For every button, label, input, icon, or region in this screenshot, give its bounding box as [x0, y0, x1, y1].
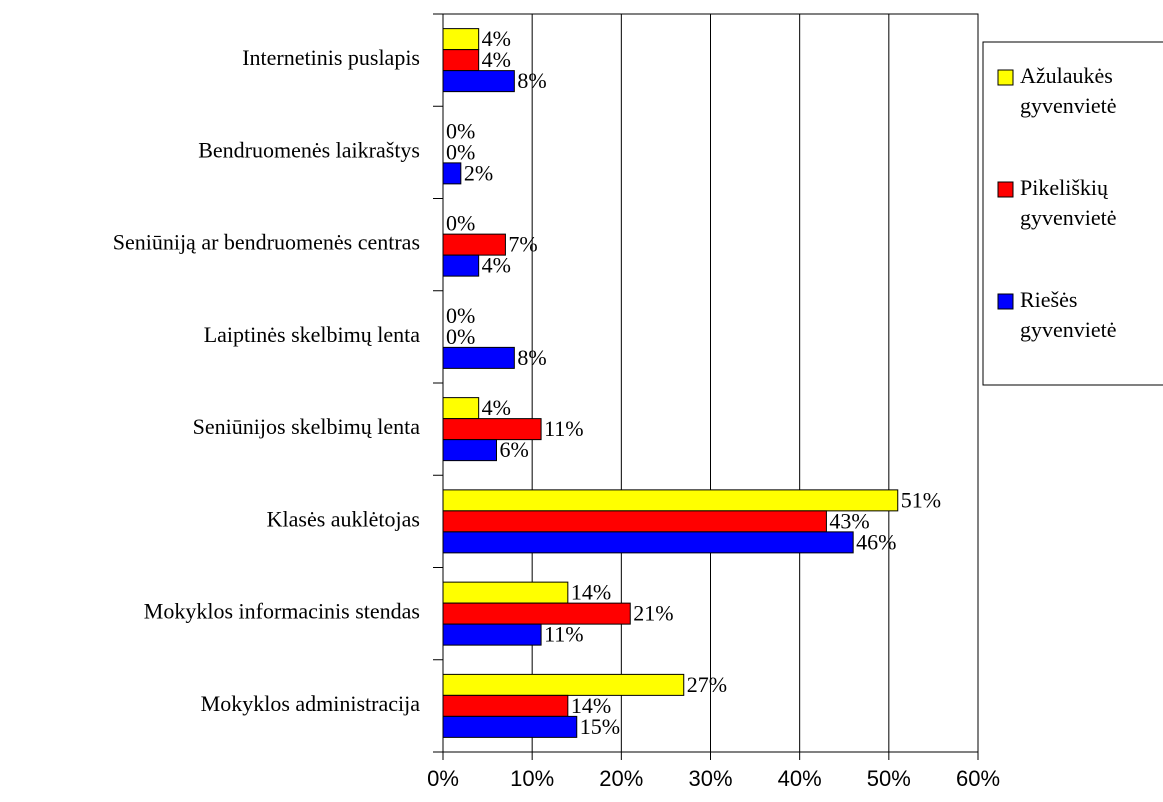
value-label: 4%	[482, 253, 511, 278]
value-label: 4%	[482, 395, 511, 420]
x-tick-label: 20%	[599, 766, 643, 791]
y-tick-label: Internetinis puslapis	[242, 45, 420, 70]
value-label: 7%	[508, 232, 537, 257]
y-tick-label: Laiptinės skelbimų lenta	[204, 322, 421, 347]
value-label: 51%	[901, 487, 941, 512]
value-label: 27%	[687, 672, 727, 697]
value-label: 0%	[446, 211, 475, 236]
bar	[442, 346, 515, 369]
bar	[442, 694, 569, 717]
x-tick-label: 30%	[688, 766, 732, 791]
bar	[442, 623, 542, 646]
value-label: 43%	[829, 508, 869, 533]
legend-box	[982, 41, 1163, 386]
value-label: 2%	[464, 160, 493, 185]
legend-label: Riešės gyvenvietė	[1020, 287, 1117, 342]
bar	[442, 715, 578, 738]
x-tick-label: 50%	[867, 766, 911, 791]
legend-label: Ažulaukės gyvenvietė	[1020, 63, 1117, 118]
bar	[442, 602, 631, 625]
y-tick-label: Bendruomenės laikraštys	[198, 137, 420, 162]
legend-swatch	[997, 181, 1014, 198]
y-tick-label: Mokyklos informacinis stendas	[144, 599, 420, 624]
value-label: 4%	[482, 47, 511, 72]
legend-label: Pikeliškių gyvenvietė	[1020, 175, 1117, 230]
value-label: 8%	[517, 68, 546, 93]
value-label: 14%	[571, 580, 611, 605]
bar	[442, 162, 462, 185]
value-label: 0%	[446, 324, 475, 349]
value-label: 11%	[544, 416, 584, 441]
bar	[442, 510, 827, 533]
bar	[442, 70, 515, 93]
x-tick-label: 0%	[427, 766, 459, 791]
x-tick-label: 40%	[778, 766, 822, 791]
value-label: 15%	[580, 714, 620, 739]
bar	[442, 49, 480, 72]
legend-swatch	[997, 69, 1014, 86]
value-label: 0%	[446, 303, 475, 328]
value-label: 14%	[571, 693, 611, 718]
x-tick-label: 10%	[510, 766, 554, 791]
legend-swatch	[997, 293, 1014, 310]
value-label: 46%	[856, 529, 896, 554]
value-label: 6%	[500, 437, 529, 462]
y-tick-label: Mokyklos administracija	[201, 691, 421, 716]
y-tick-label: Seniūnijos skelbimų lenta	[193, 414, 421, 439]
y-tick-label: Klasės auklėtojas	[267, 506, 420, 531]
bar	[442, 531, 854, 554]
y-tick-label: Seniūniją ar bendruomenės centras	[113, 230, 420, 255]
bar	[442, 439, 497, 462]
bar	[442, 254, 480, 277]
value-label: 8%	[517, 345, 546, 370]
value-label: 11%	[544, 622, 584, 647]
bar	[442, 397, 480, 420]
value-label: 4%	[482, 26, 511, 51]
value-label: 21%	[633, 601, 673, 626]
x-tick-label: 60%	[956, 766, 1000, 791]
bar	[442, 581, 569, 604]
bar	[442, 28, 480, 51]
bar	[442, 673, 685, 696]
value-label: 0%	[446, 118, 475, 143]
value-label: 0%	[446, 139, 475, 164]
